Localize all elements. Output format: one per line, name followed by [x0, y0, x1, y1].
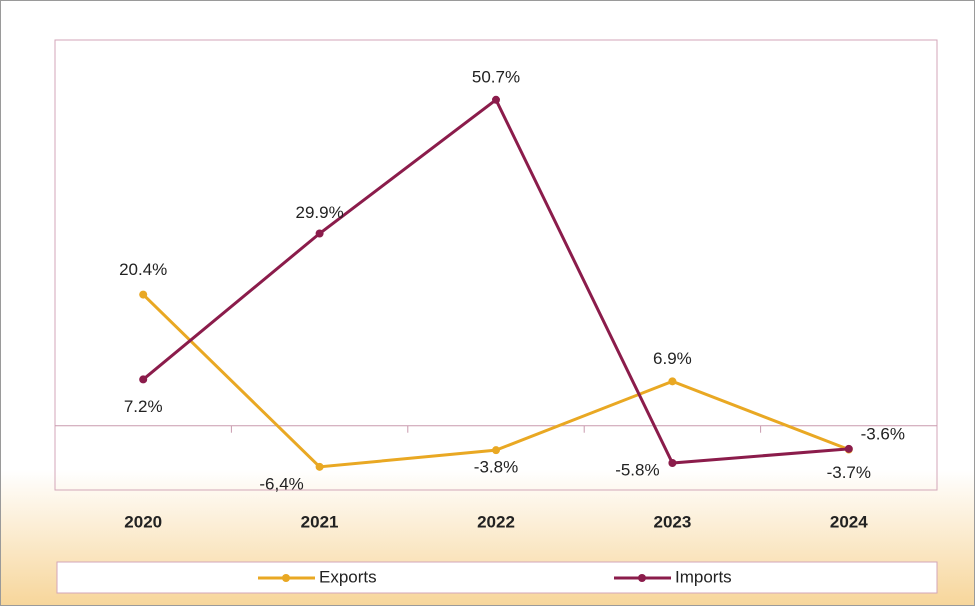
data-label: 7.2% [124, 397, 163, 416]
x-tick-label: 2024 [830, 512, 868, 531]
legend-swatch-dot [638, 574, 646, 582]
plot-area [54, 39, 938, 491]
legend-swatch-dot [282, 574, 290, 582]
x-tick-label: 2020 [124, 512, 162, 531]
legend [56, 561, 938, 594]
data-label: 29.9% [295, 203, 343, 222]
point [492, 95, 500, 104]
x-tick-label: 2021 [301, 512, 339, 531]
point [668, 459, 677, 467]
data-label: -3.7% [827, 463, 871, 482]
point [315, 462, 324, 471]
point [315, 229, 324, 238]
point [139, 375, 148, 384]
data-label: -3.8% [474, 458, 518, 477]
data-label: 20.4% [119, 260, 167, 279]
point [139, 290, 148, 299]
point [492, 446, 500, 455]
x-tick-label: 2022 [477, 512, 515, 531]
data-label: 6.9% [653, 349, 692, 368]
data-label: -3.6% [861, 424, 905, 443]
point [668, 377, 677, 386]
x-tick-label: 2023 [653, 512, 691, 531]
data-label: 50.7% [472, 67, 520, 86]
data-label: -6,4% [259, 474, 303, 493]
legend-label: Exports [319, 567, 377, 586]
point [844, 444, 853, 453]
legend-label: Imports [675, 567, 732, 586]
data-label: -5.8% [615, 460, 659, 479]
